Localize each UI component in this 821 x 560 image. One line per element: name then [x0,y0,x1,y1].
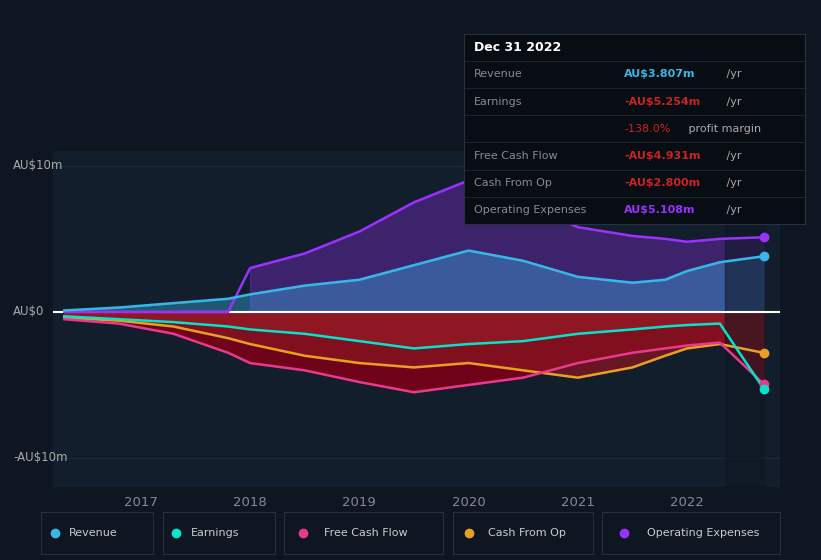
Text: Dec 31 2022: Dec 31 2022 [474,41,562,54]
Text: AU$3.807m: AU$3.807m [624,69,695,80]
Text: /yr: /yr [722,151,741,161]
Text: Free Cash Flow: Free Cash Flow [474,151,557,161]
Text: AU$0: AU$0 [13,305,45,319]
Text: Earnings: Earnings [190,529,239,538]
Text: AU$5.108m: AU$5.108m [624,206,695,216]
Text: AU$10m: AU$10m [13,159,64,172]
Text: -AU$5.254m: -AU$5.254m [624,97,700,106]
Text: -138.0%: -138.0% [624,124,671,134]
Text: Earnings: Earnings [474,97,523,106]
Text: Revenue: Revenue [474,69,523,80]
Text: /yr: /yr [722,97,741,106]
Text: Cash From Op: Cash From Op [474,178,552,188]
Text: Operating Expenses: Operating Expenses [647,529,759,538]
Text: -AU$2.800m: -AU$2.800m [624,178,700,188]
Text: -AU$4.931m: -AU$4.931m [624,151,700,161]
Text: -AU$10m: -AU$10m [13,451,68,464]
Text: /yr: /yr [722,69,741,80]
Text: /yr: /yr [722,178,741,188]
Text: /yr: /yr [722,206,741,216]
Bar [725,151,764,487]
Text: Cash From Op: Cash From Op [488,529,566,538]
Text: Revenue: Revenue [69,529,118,538]
Text: profit margin: profit margin [686,124,761,134]
Text: Free Cash Flow: Free Cash Flow [324,529,407,538]
Text: Operating Expenses: Operating Expenses [474,206,586,216]
